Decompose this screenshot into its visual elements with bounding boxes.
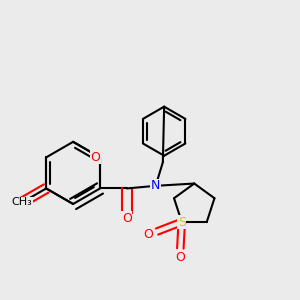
Text: O: O [143, 228, 153, 242]
Text: CH₃: CH₃ [12, 197, 32, 207]
Text: N: N [151, 179, 160, 192]
Text: O: O [122, 212, 132, 225]
Text: O: O [175, 251, 185, 264]
Text: O: O [14, 198, 23, 211]
Text: S: S [178, 215, 186, 229]
Text: O: O [91, 151, 100, 164]
